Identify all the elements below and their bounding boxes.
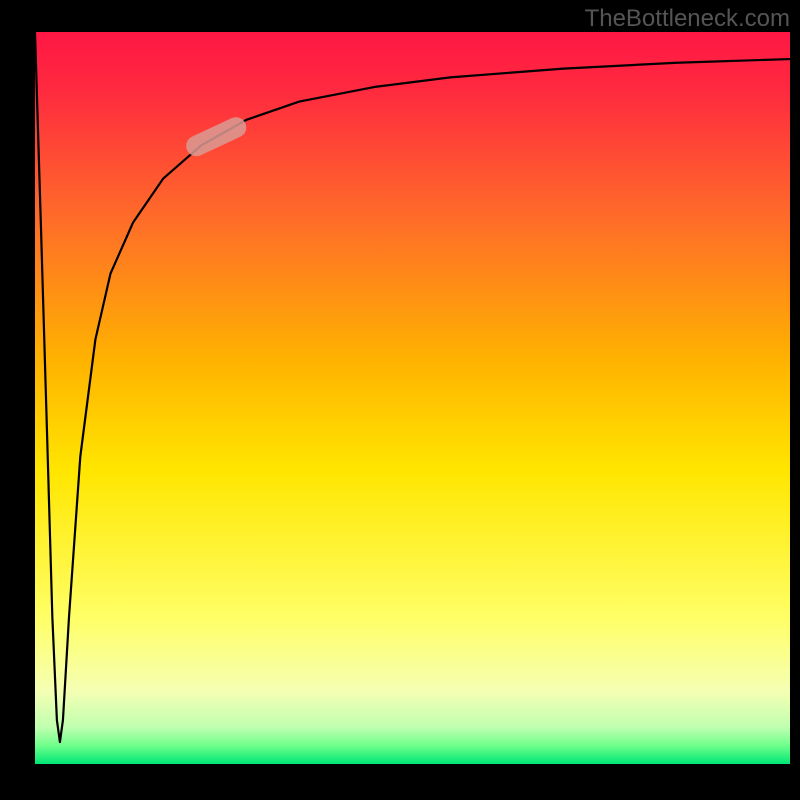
watermark-text: TheBottleneck.com — [585, 5, 790, 33]
chart-container: TheBottleneck.com — [0, 0, 800, 800]
chart-svg — [0, 0, 800, 800]
plot-background — [35, 32, 790, 764]
